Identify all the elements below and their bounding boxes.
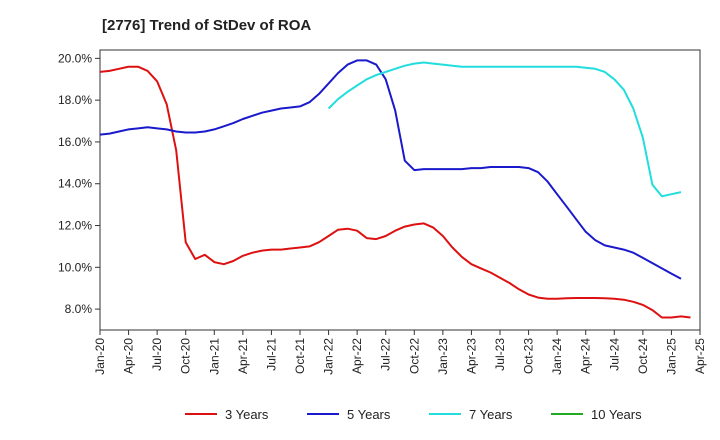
x-tick-label: Jan-22 <box>322 338 336 375</box>
x-tick-label: Apr-22 <box>350 338 364 374</box>
x-tick-label: Oct-20 <box>179 338 193 374</box>
x-tick-label: Oct-23 <box>522 338 536 374</box>
x-tick-label: Oct-22 <box>407 338 421 374</box>
x-tick-label: Jul-23 <box>493 338 507 371</box>
x-tick-label: Jan-25 <box>664 338 678 375</box>
x-tick-label: Apr-23 <box>464 338 478 374</box>
x-tick-label: Jul-21 <box>264 338 278 371</box>
y-tick-label: 12.0% <box>58 219 92 233</box>
chart-title: [2776] Trend of StDev of ROA <box>102 17 311 34</box>
legend-label: 10 Years <box>591 407 642 422</box>
legend-label: 7 Years <box>469 407 513 422</box>
y-tick-label: 20.0% <box>58 51 92 65</box>
y-tick-label: 10.0% <box>58 260 92 274</box>
x-tick-label: Oct-21 <box>293 338 307 374</box>
plot-frame <box>99 49 701 331</box>
legend-item: 7 Years <box>429 407 513 422</box>
series-lines <box>99 59 691 319</box>
x-tick-label: Oct-24 <box>636 338 650 374</box>
x-tick-label: Apr-20 <box>122 338 136 374</box>
legend-label: 3 Years <box>225 407 269 422</box>
x-tick-label: Apr-24 <box>579 338 593 374</box>
y-tick-label: 8.0% <box>65 302 93 316</box>
y-tick-label: 14.0% <box>58 177 92 191</box>
series-line-1 <box>99 65 691 319</box>
series-line-2 <box>99 59 682 280</box>
x-tick-label: Jan-21 <box>207 338 221 375</box>
x-tick-label: Jan-20 <box>93 338 107 375</box>
x-tick-label: Jan-23 <box>436 338 450 375</box>
legend-item: 3 Years <box>185 407 269 422</box>
y-tick-label: 18.0% <box>58 93 92 107</box>
x-tick-label: Apr-25 <box>693 338 707 374</box>
y-tick-label: 16.0% <box>58 135 92 149</box>
x-tick-label: Jul-24 <box>607 338 621 371</box>
chart-legend: 3 Years 5 Years 7 Years 10 Years <box>185 407 642 422</box>
x-tick-label: Jan-24 <box>550 338 564 375</box>
x-tick-label: Jul-22 <box>379 338 393 371</box>
chart-axes: 8.0% 10.0% 12.0% 14.0% 16.0% 18.0% 20.0% Jan-20… <box>58 49 707 375</box>
legend-item: 10 Years <box>551 407 642 422</box>
x-tick-label: Jul-20 <box>150 338 164 371</box>
x-tick-label: Apr-21 <box>236 338 250 374</box>
legend-item: 5 Years <box>307 407 391 422</box>
legend-label: 5 Years <box>347 407 391 422</box>
series-line-3 <box>327 61 682 198</box>
